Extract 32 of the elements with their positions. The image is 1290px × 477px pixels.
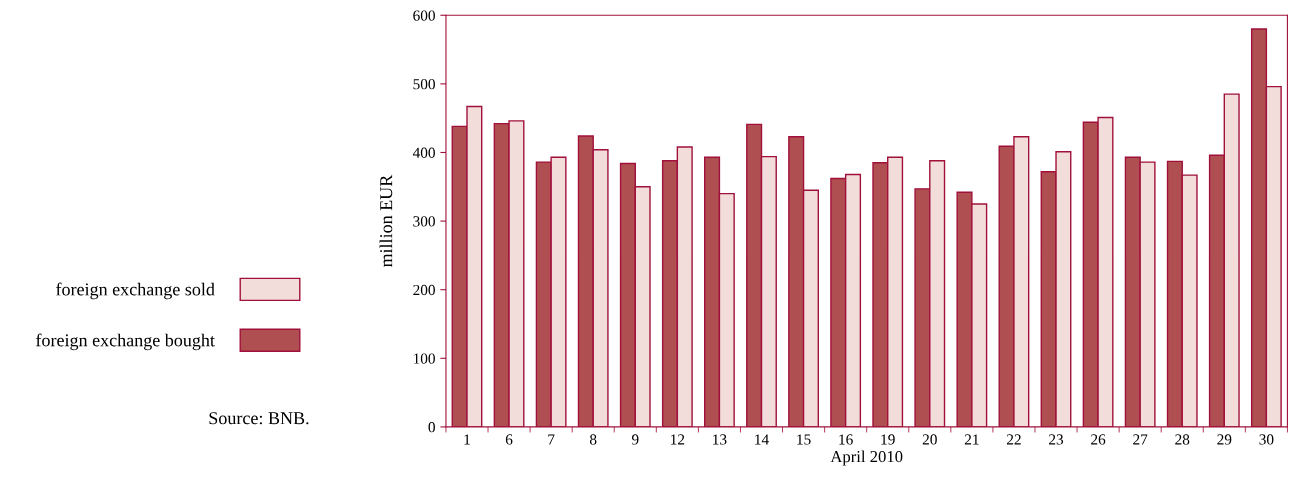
y-tick-label: 400 — [412, 147, 435, 158]
y-tick-label: 200 — [413, 284, 435, 296]
legend-label: foreign exchange sold — [56, 282, 215, 300]
x-tick-label: 26 — [1091, 434, 1106, 445]
x-tick-label: 30 — [1259, 434, 1274, 445]
y-tick-label: 100 — [413, 353, 435, 364]
x-tick-label: 6 — [505, 434, 513, 445]
x-tick-label: 16 — [839, 434, 853, 445]
x-axis-title: April 2010 — [830, 450, 903, 466]
y-axis-title: million EUR — [379, 174, 393, 268]
x-tick-label: 29 — [1217, 434, 1232, 445]
x-tick-label: 19 — [881, 434, 895, 445]
x-tick-label: 12 — [671, 434, 685, 445]
y-tick-label: 0 — [428, 422, 435, 433]
x-tick-label: 27 — [1133, 434, 1148, 445]
x-tick-label: 22 — [1006, 434, 1021, 445]
x-tick-label: 9 — [631, 434, 639, 445]
x-tick-label: 28 — [1175, 434, 1190, 445]
legend-label: foreign exchange bought — [36, 333, 215, 351]
x-tick-label: 1 — [464, 434, 470, 445]
source-note: Source: BNB. — [209, 412, 309, 425]
x-tick-label: 20 — [922, 434, 937, 445]
x-tick-label: 8 — [589, 434, 597, 445]
x-tick-label: 7 — [548, 434, 555, 445]
y-tick-label: 600 — [413, 10, 435, 21]
y-tick-label: 300 — [413, 216, 435, 227]
y-tick-label: 500 — [413, 79, 435, 90]
x-tick-label: 23 — [1049, 434, 1064, 445]
x-tick-label: 15 — [797, 434, 811, 445]
x-tick-label: 14 — [755, 434, 769, 445]
x-tick-label: 21 — [964, 434, 979, 445]
x-tick-label: 13 — [713, 434, 727, 445]
